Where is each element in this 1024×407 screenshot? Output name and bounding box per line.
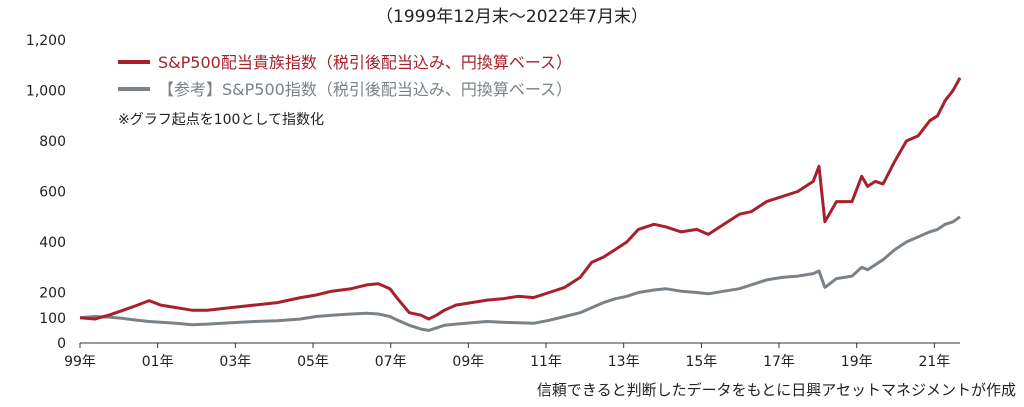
y-tick-label: 0 bbox=[57, 336, 66, 352]
legend-label-aristocrats: S&P500配当貴族指数（税引後配当込み、円換算ベース） bbox=[158, 53, 572, 72]
x-tick-label: 19年 bbox=[841, 354, 873, 370]
y-tick-label: 600 bbox=[39, 185, 66, 201]
y-tick-label: 1,000 bbox=[26, 84, 66, 100]
y-tick-label: 800 bbox=[39, 134, 66, 150]
x-tick-label: 13年 bbox=[608, 354, 640, 370]
legend: S&P500配当貴族指数（税引後配当込み、円換算ベース） 【参考】S&P500指… bbox=[118, 53, 572, 99]
chart-title: （1999年12月末～2022年7月末） bbox=[376, 7, 648, 27]
series-line-aristocrats bbox=[79, 77, 962, 321]
x-tick-label: 11年 bbox=[530, 354, 562, 370]
y-axis: 0 100 200 400 600 800 1,000 1,200 bbox=[26, 33, 66, 352]
chart-note: ※グラフ起点を100として指数化 bbox=[118, 112, 324, 128]
y-tick-label: 1,200 bbox=[26, 33, 66, 49]
y-tick-label: 200 bbox=[39, 286, 66, 302]
x-tick-label: 03年 bbox=[219, 354, 251, 370]
x-tick-label: 09年 bbox=[452, 354, 484, 370]
legend-label-sp500: 【参考】S&P500指数（税引後配当込み、円換算ベース） bbox=[158, 80, 572, 99]
series-line-sp500 bbox=[79, 215, 961, 332]
x-tick-label: 07年 bbox=[375, 354, 407, 370]
x-tick-label: 17年 bbox=[763, 354, 795, 370]
series-group bbox=[79, 77, 962, 332]
x-tick-label: 21年 bbox=[918, 354, 950, 370]
x-tick-label: 05年 bbox=[297, 354, 329, 370]
y-tick-label: 400 bbox=[39, 235, 66, 251]
y-tick-label: 100 bbox=[39, 311, 66, 327]
x-tick-label: 15年 bbox=[685, 354, 717, 370]
x-tick-label: 99年 bbox=[64, 354, 96, 370]
x-axis: 99年 01年 03年 05年 07年 09年 11年 13年 15年 17年 19年 21年 bbox=[64, 343, 950, 370]
chart-source: 信頼できると判断したデータをもとに日興アセットマネジメントが作成 bbox=[537, 381, 1016, 399]
x-tick-label: 01年 bbox=[142, 354, 174, 370]
